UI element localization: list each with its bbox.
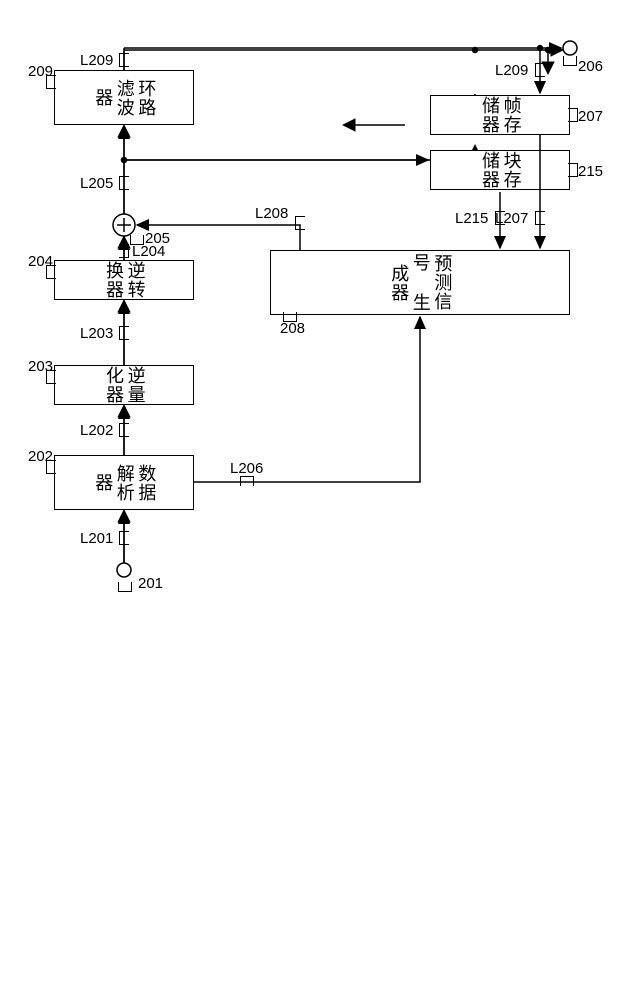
hook-L204 — [119, 244, 129, 258]
node-204: 逆转换器 — [54, 260, 194, 300]
node-203-label: 逆量化器 — [102, 366, 145, 404]
node-208-label: 预测信号 生成器 — [388, 251, 453, 314]
hook-L202 — [119, 423, 129, 437]
hook-L205 — [119, 176, 129, 190]
hook-201 — [118, 582, 132, 592]
lbl-L201: L201 — [80, 530, 113, 547]
node-207: 帧存储器 — [430, 95, 570, 135]
hook-L208 — [295, 216, 305, 230]
node-202: 数据 解析器 — [54, 455, 194, 510]
num-215: 215 — [578, 163, 603, 180]
hook-L203 — [119, 326, 129, 340]
node-215: 块存储器 — [430, 150, 570, 190]
hook-L201 — [119, 531, 129, 545]
lbl-L204: L204 — [132, 243, 165, 260]
lbl-L208: L208 — [255, 205, 288, 222]
hook-207 — [568, 108, 578, 122]
hook-L207 — [535, 211, 545, 225]
hook-L215 — [495, 211, 505, 225]
hook-209 — [46, 75, 56, 89]
node-208: 预测信号 生成器 — [270, 250, 570, 315]
hook-203 — [46, 370, 56, 384]
num-208: 208 — [280, 320, 305, 337]
num-201: 201 — [138, 575, 163, 592]
num-207: 207 — [578, 108, 603, 125]
node-207-label: 帧存储器 — [478, 96, 521, 134]
num-206: 206 — [578, 58, 603, 75]
lbl-L215: L215 — [455, 210, 488, 227]
lbl-L206: L206 — [230, 460, 263, 477]
hook-204 — [46, 265, 56, 279]
lbl-L209b: L209 — [495, 62, 528, 79]
hook-L209a — [119, 53, 129, 67]
hook-202 — [46, 460, 56, 474]
hook-L209b — [535, 63, 545, 77]
hook-206 — [563, 56, 577, 66]
lbl-L203: L203 — [80, 325, 113, 342]
node-215-label: 块存储器 — [478, 151, 521, 189]
node-202-label: 数据 解析器 — [92, 456, 157, 509]
lbl-L202: L202 — [80, 422, 113, 439]
lbl-L205: L205 — [80, 175, 113, 192]
hook-215 — [568, 163, 578, 177]
node-209: 环路 滤波器 — [54, 70, 194, 125]
node-209-label: 环路 滤波器 — [92, 71, 157, 124]
node-203: 逆量化器 — [54, 365, 194, 405]
lbl-L209a: L209 — [80, 52, 113, 69]
hook-L206 — [240, 476, 254, 486]
hook-208 — [283, 312, 297, 322]
node-204-label: 逆转换器 — [102, 261, 145, 299]
